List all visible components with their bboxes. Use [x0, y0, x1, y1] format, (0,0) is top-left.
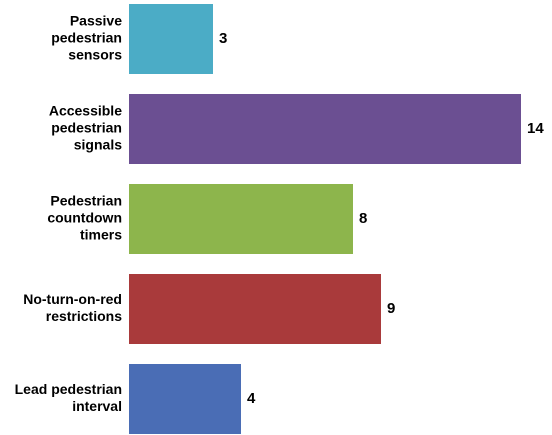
value-label: 14: [527, 120, 544, 137]
category-label: No-turn-on-red restrictions: [23, 291, 122, 324]
category-label: Pedestrian countdown timers: [47, 193, 122, 243]
value-label: 4: [247, 390, 256, 407]
bar: [129, 4, 213, 74]
category-label: Passive pedestrian sensors: [51, 13, 122, 63]
value-label: 9: [387, 300, 395, 317]
category-label: Accessible pedestrian signals: [49, 103, 122, 153]
bar: [129, 364, 241, 434]
bar: [129, 184, 353, 254]
category-label: Lead pedestrian interval: [15, 381, 122, 414]
value-label: 8: [359, 210, 367, 227]
bar: [129, 274, 381, 344]
bar: [129, 94, 521, 164]
value-label: 3: [219, 30, 227, 47]
